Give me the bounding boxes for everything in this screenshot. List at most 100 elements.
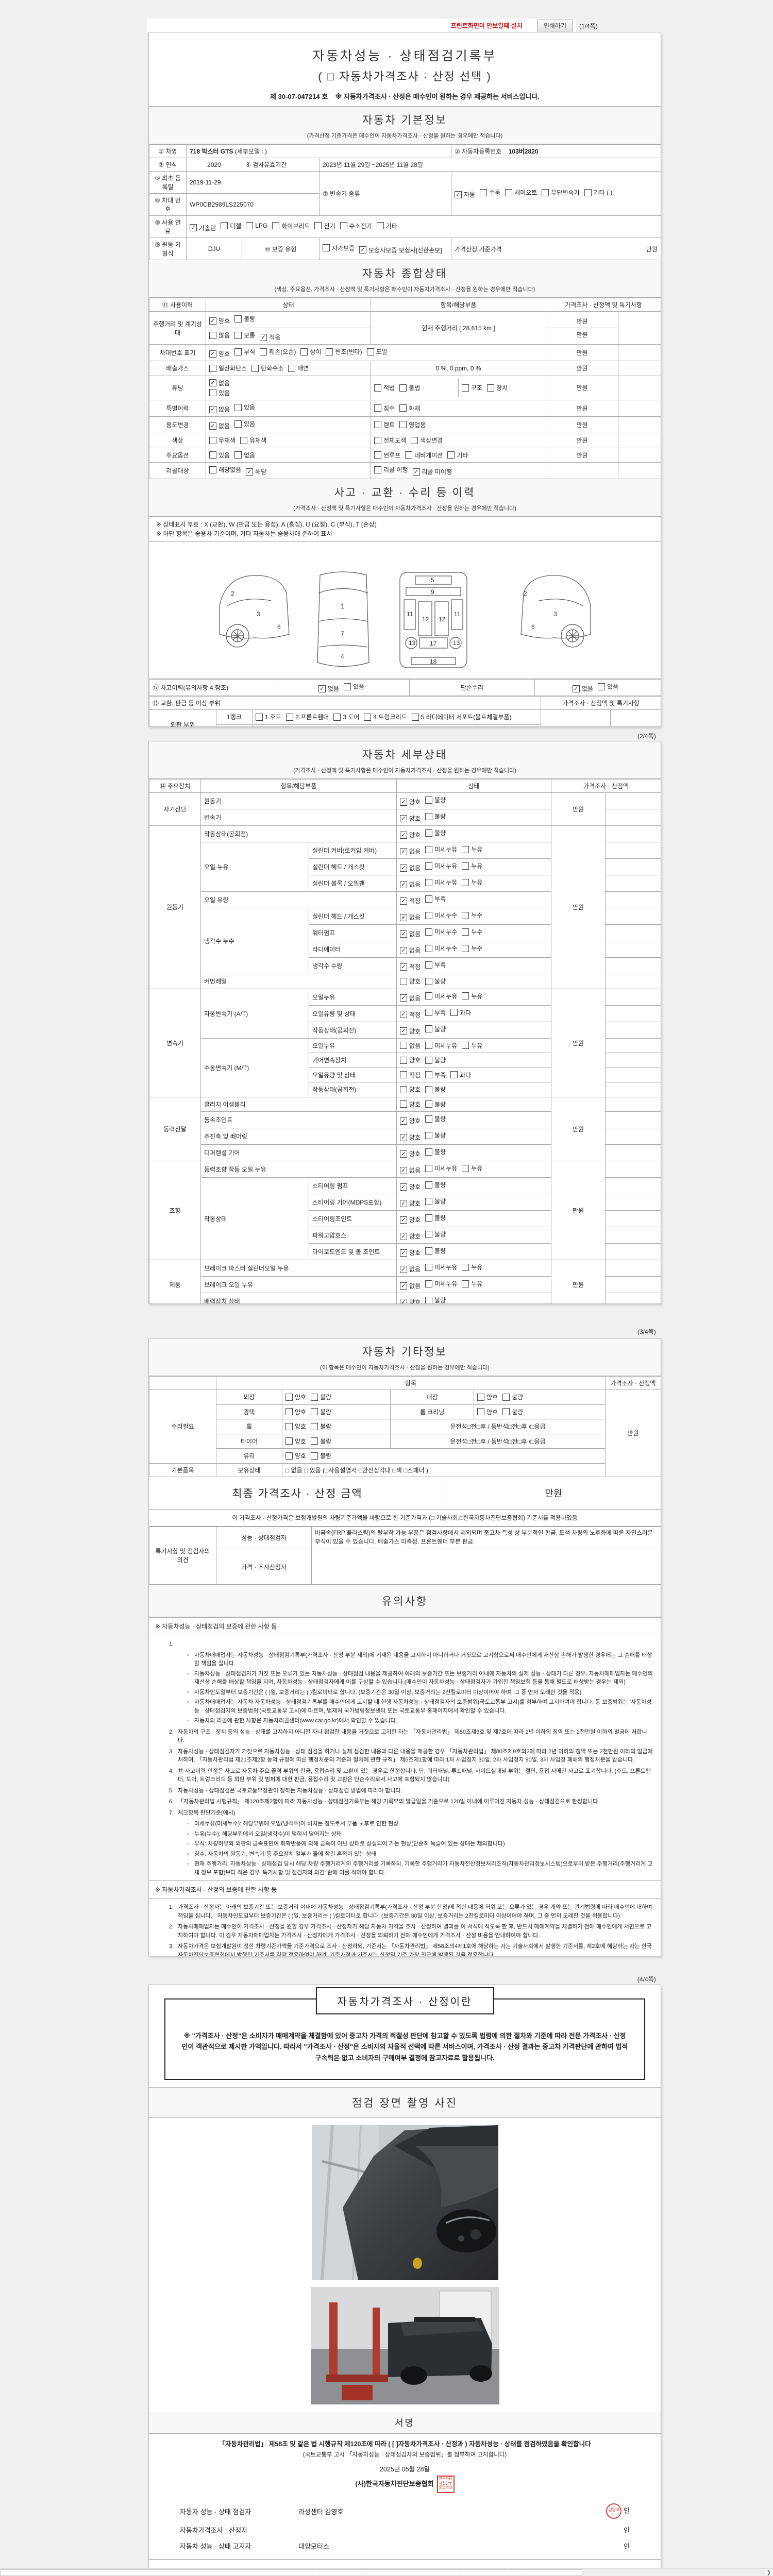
checkbox-option[interactable]: 미세누유 [425, 992, 457, 1001]
checkbox-option[interactable]: 불량 [425, 1114, 446, 1123]
checkbox[interactable] [462, 1280, 469, 1287]
checkbox-option[interactable]: 불량 [425, 795, 446, 804]
checkbox[interactable]: ✓ [400, 1298, 408, 1303]
checkbox[interactable]: ✓ [246, 468, 254, 476]
checkbox[interactable] [487, 384, 495, 392]
checkbox-option[interactable]: 양호 [400, 1056, 421, 1064]
checkbox-option[interactable]: ✓ 없음 [400, 863, 421, 872]
checkbox[interactable] [425, 1181, 433, 1189]
checkbox-option[interactable]: 색상변경 [411, 436, 443, 445]
checkbox[interactable] [425, 1214, 433, 1222]
checkbox-option[interactable]: ✓ 양호 [400, 1133, 421, 1142]
checkbox[interactable] [234, 420, 242, 428]
checkbox-option[interactable]: ✓ 리콜 미이행 [412, 467, 452, 476]
checkbox[interactable] [425, 862, 433, 870]
checkbox-option[interactable]: 누수 [462, 911, 482, 920]
checkbox[interactable]: ✓ [400, 897, 408, 905]
checkbox-option[interactable]: 양호 [400, 977, 421, 986]
checkbox[interactable]: ✓ [190, 224, 197, 231]
checkbox-option[interactable]: ✓ 양호 [400, 1298, 421, 1303]
checkbox-option[interactable]: 불량 [425, 1131, 446, 1140]
checkbox-option[interactable]: ✓ 양호 [400, 1215, 421, 1224]
checkbox-option[interactable]: 불량 [311, 1408, 331, 1416]
checkbox-option[interactable]: 매연 [288, 364, 309, 372]
checkbox[interactable] [399, 404, 407, 412]
checkbox-option[interactable]: ✓ 적음 [260, 333, 280, 342]
checkbox[interactable]: ✓ [209, 405, 216, 413]
checkbox[interactable] [425, 829, 433, 837]
checkbox[interactable] [425, 911, 433, 919]
checkbox[interactable] [209, 466, 216, 473]
checkbox-option[interactable]: 불량 [425, 812, 446, 821]
checkbox[interactable] [462, 878, 469, 886]
checkbox-option[interactable]: ✓ 없음 [318, 684, 339, 693]
checkbox[interactable] [285, 1422, 293, 1430]
checkbox-option[interactable]: 미세누수 [425, 911, 457, 920]
checkbox[interactable] [462, 992, 469, 999]
checkbox-option[interactable]: 과다 [450, 1071, 471, 1079]
checkbox[interactable] [399, 421, 407, 429]
checkbox-option[interactable]: 불량 [425, 977, 446, 986]
checkbox[interactable] [502, 1408, 510, 1415]
checkbox-option[interactable]: 있음 [598, 682, 618, 691]
checkbox-option[interactable]: 누유 [462, 845, 482, 854]
checkbox[interactable] [480, 189, 488, 196]
checkbox-option[interactable]: 5.라디에이터 서포트(볼트체결부품) [411, 713, 512, 721]
checkbox-option[interactable]: 4.트렁크리드 [364, 713, 407, 721]
checkbox-option[interactable]: 미세누유 [425, 861, 457, 870]
checkbox-option[interactable]: ✓ 적정 [400, 1010, 421, 1019]
checkbox[interactable]: ✓ [400, 963, 408, 971]
checkbox-option[interactable]: ✓ 없음 [209, 405, 230, 414]
checkbox[interactable] [425, 1197, 433, 1205]
checkbox[interactable]: ✓ [209, 379, 216, 386]
checkbox[interactable]: ✓ [455, 191, 462, 198]
checkbox[interactable] [425, 1086, 433, 1093]
checkbox-option[interactable]: 없음 [234, 451, 255, 460]
checkbox[interactable]: ✓ [400, 1282, 408, 1290]
checkbox[interactable] [288, 364, 296, 372]
checkbox-option[interactable]: ✓ 양호 [400, 831, 421, 839]
checkbox-option[interactable]: 수동 [480, 187, 500, 199]
checkbox-option[interactable]: ✓ 양호 [400, 798, 421, 806]
checkbox-option[interactable]: 2.프론트휀더 [286, 713, 329, 721]
checkbox-option[interactable]: 불량 [311, 1393, 331, 1401]
checkbox-option[interactable]: 누유 [462, 1263, 482, 1272]
checkbox[interactable] [234, 403, 242, 411]
checkbox-option[interactable]: 해당없음 [209, 465, 241, 474]
checkbox[interactable] [425, 992, 433, 999]
scrollbar-thumb[interactable] [0, 2569, 582, 2576]
checkbox[interactable]: ✓ [209, 422, 216, 430]
checkbox[interactable] [300, 348, 308, 355]
checkbox[interactable]: ✓ [400, 913, 408, 921]
checkbox-option[interactable]: ✓ 보험사보증 보험사[신한손보] [359, 246, 442, 255]
checkbox-option[interactable]: ✓ 없음 [400, 880, 421, 889]
checkbox-option[interactable]: 구조 [462, 383, 482, 392]
checkbox[interactable] [447, 451, 455, 459]
checkbox-option[interactable]: 불량 [502, 1408, 523, 1416]
checkbox-option[interactable]: ✓ 없음 [400, 929, 421, 938]
scroll-right-arrow[interactable]: ❯ [765, 2569, 773, 2576]
checkbox-option[interactable]: 미세누유 [425, 845, 457, 854]
checkbox-option[interactable]: 누수 [462, 944, 482, 953]
checkbox-option[interactable]: 불량 [311, 1422, 331, 1431]
checkbox[interactable] [285, 1393, 293, 1401]
checkbox[interactable] [425, 1100, 433, 1108]
checkbox[interactable] [285, 1408, 293, 1415]
checkbox[interactable] [400, 1056, 408, 1064]
checkbox-option[interactable]: ✓ 가솔린 [190, 224, 216, 232]
checkbox[interactable]: ✓ [400, 848, 408, 855]
checkbox[interactable] [425, 1056, 433, 1064]
checkbox[interactable]: ✓ [400, 831, 408, 839]
checkbox-option[interactable]: 불량 [425, 1147, 446, 1156]
checkbox-option[interactable]: 기타 ( ) [584, 187, 612, 199]
horizontal-scrollbar[interactable]: ❯ [0, 2568, 773, 2576]
checkbox[interactable] [376, 222, 384, 229]
checkbox[interactable] [221, 222, 228, 229]
checkbox[interactable] [462, 944, 469, 952]
checkbox-option[interactable]: 미세누유 [425, 1279, 457, 1288]
checkbox-option[interactable]: 불법 [399, 383, 420, 392]
checkbox[interactable] [425, 796, 433, 804]
checkbox[interactable]: ✓ [318, 685, 326, 692]
checkbox[interactable] [374, 421, 381, 429]
checkbox-option[interactable]: 누유 [462, 1164, 482, 1173]
